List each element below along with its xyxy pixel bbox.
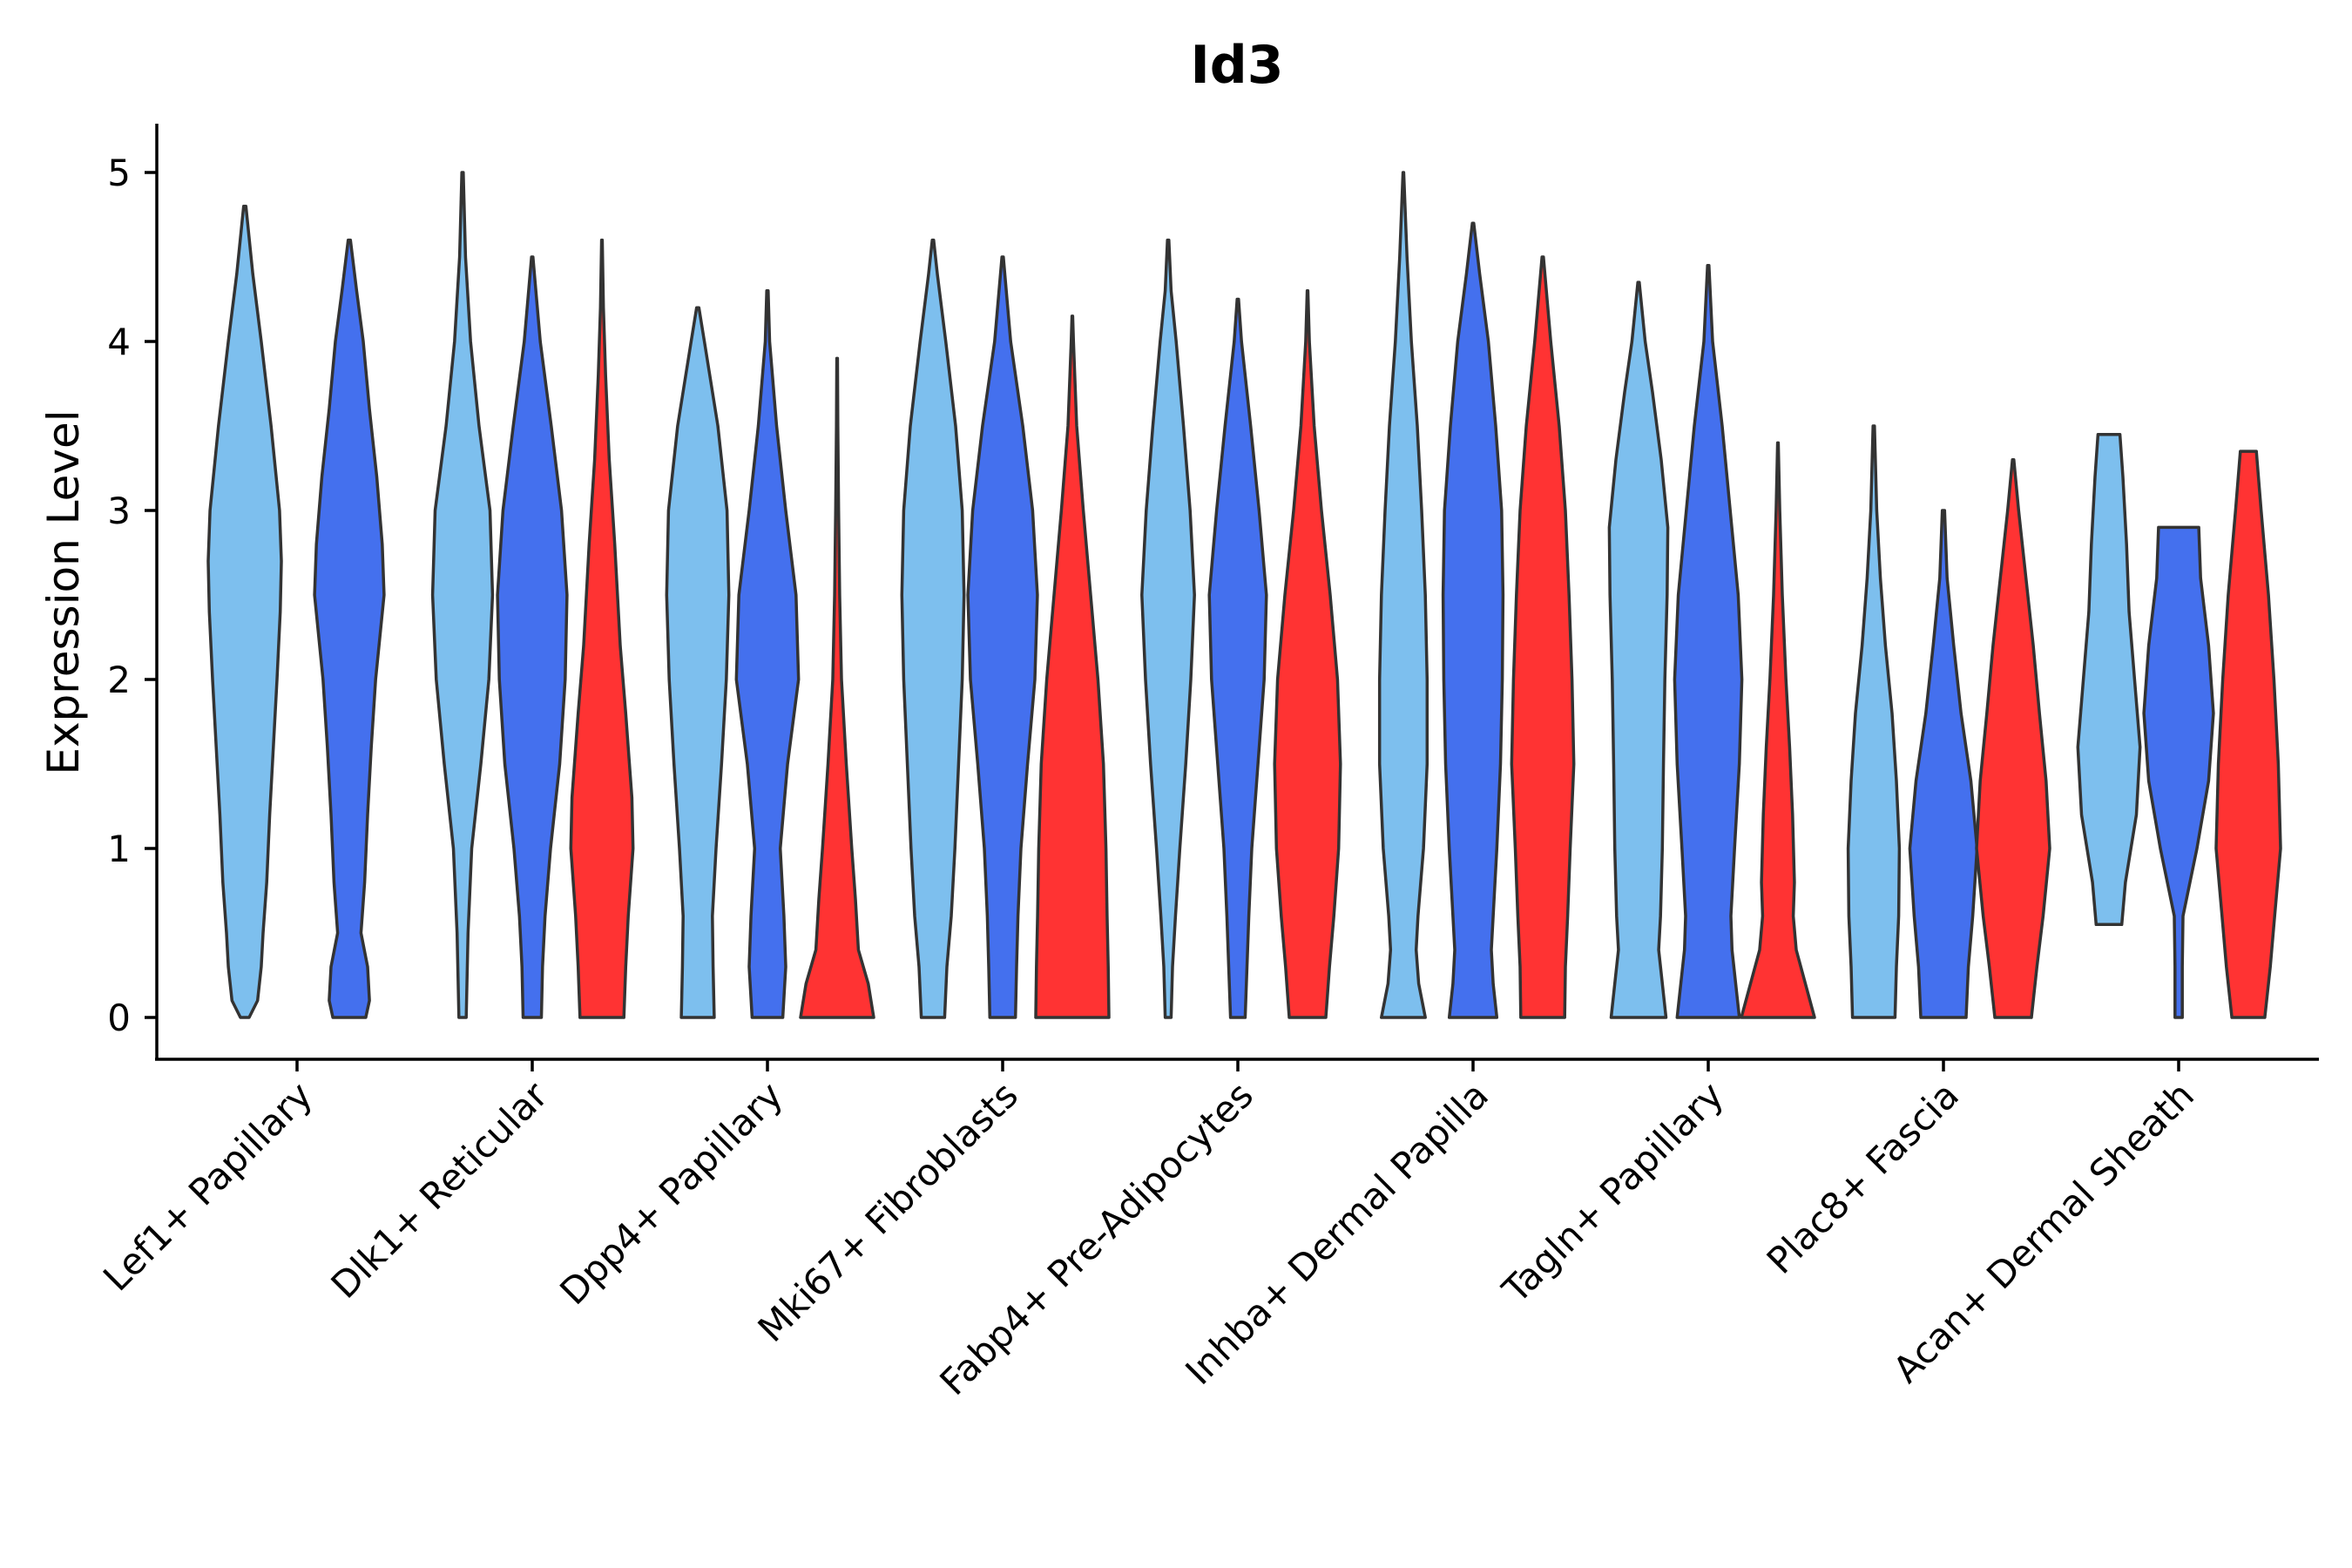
violin-1-1 (206, 205, 283, 1019)
violin-9-1 (2076, 432, 2142, 927)
violin-3-3 (799, 356, 875, 1019)
violin-6-3 (1510, 255, 1576, 1019)
x-tick-label: Tagln+ Papillary (1494, 1073, 1732, 1311)
y-axis-ticks: 0 1 2 3 4 5 (107, 152, 157, 1039)
violin-8-1 (1846, 424, 1902, 1019)
violin-4-1 (900, 238, 966, 1019)
violin-3-2 (734, 289, 801, 1019)
y-tick-label: 2 (107, 659, 131, 701)
x-tick-label: Mki67+ Fibroblasts (750, 1073, 1026, 1349)
violin-4-3 (1034, 314, 1111, 1019)
violin-6-1 (1377, 171, 1429, 1019)
x-tick-label: Plac8+ Fascia (1759, 1073, 1967, 1281)
violin-9-2 (2142, 525, 2215, 1019)
violin-2-3 (569, 238, 635, 1019)
violin-1-2 (313, 238, 386, 1019)
y-tick-label: 5 (107, 152, 131, 194)
violin-3-1 (665, 306, 731, 1019)
x-tick-label: Dpp4+ Papillary (551, 1073, 791, 1313)
violin-7-2 (1673, 263, 1744, 1019)
violin-layer (206, 171, 2282, 1019)
violin-2-2 (496, 255, 569, 1019)
violin-5-2 (1207, 297, 1268, 1019)
violin-9-3 (2214, 449, 2282, 1019)
violin-2-1 (430, 171, 495, 1019)
y-axis-label: Expression Level (38, 409, 89, 774)
violin-8-3 (1975, 458, 2051, 1019)
y-tick-label: 4 (107, 321, 131, 363)
violin-8-2 (1908, 509, 1979, 1019)
x-tick-label: Lef1+ Papillary (95, 1073, 321, 1299)
x-tick-label: Dlk1+ Reticular (323, 1073, 557, 1307)
violin-5-3 (1273, 289, 1342, 1019)
violin-7-3 (1740, 441, 1816, 1019)
violin-4-2 (966, 255, 1039, 1019)
y-tick-label: 3 (107, 490, 131, 532)
violin-7-1 (1607, 280, 1670, 1019)
violin-5-1 (1140, 238, 1196, 1019)
y-tick-label: 0 (107, 997, 131, 1039)
violin-6-2 (1441, 221, 1505, 1019)
y-tick-label: 1 (107, 828, 131, 870)
chart-title: Id3 (1190, 35, 1283, 96)
